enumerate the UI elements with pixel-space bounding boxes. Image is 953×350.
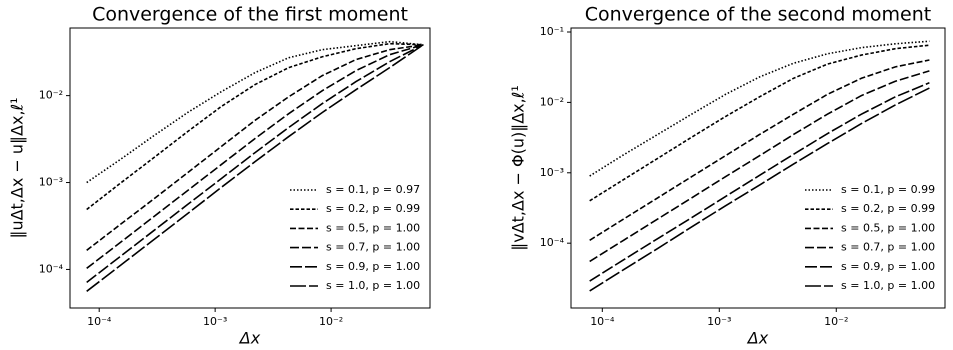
series-line (589, 70, 930, 263)
x-tick-label: 10⁻² (824, 315, 848, 328)
legend-label: s = 0.5, p = 1.00 (326, 221, 420, 234)
series-line (86, 42, 424, 211)
legend-label: s = 0.5, p = 1.00 (841, 221, 935, 234)
legend-label: s = 1.0, p = 1.00 (841, 279, 935, 292)
y-tick-label: 10⁻¹ (540, 25, 564, 38)
y-tick-label: 10⁻⁴ (39, 262, 64, 275)
legend-label: s = 0.7, p = 1.00 (326, 241, 420, 254)
series-line (86, 44, 424, 284)
y-tick-label: 10⁻³ (39, 176, 63, 189)
chart-title: Convergence of the first moment (92, 4, 408, 26)
legend-label: s = 0.1, p = 0.99 (841, 183, 935, 196)
legend-label: s = 0.2, p = 0.99 (841, 202, 935, 215)
series-line (589, 59, 930, 241)
legend-label: s = 0.9, p = 1.00 (326, 260, 420, 273)
x-tick-label: 10⁻⁴ (590, 315, 615, 328)
y-tick-label: 10⁻³ (540, 166, 564, 179)
plot-frame (69, 27, 431, 309)
x-axis-label: Δx (746, 329, 769, 348)
x-axis-label: Δx (238, 329, 261, 348)
x-tick-label: 10⁻² (319, 315, 343, 328)
x-tick-label: 10⁻³ (707, 315, 731, 328)
series-line (86, 43, 424, 251)
series-line (589, 44, 930, 202)
series-line (589, 87, 930, 292)
y-axis-label: ‖uΔt,Δx − u‖Δx,ℓ¹ (8, 97, 27, 238)
legend-label: s = 0.2, p = 0.99 (326, 202, 420, 215)
legend-label: s = 1.0, p = 1.00 (326, 279, 420, 292)
series-line (589, 40, 930, 177)
plot-frame (570, 27, 946, 309)
chart-title: Convergence of the second moment (585, 4, 932, 26)
y-tick-label: 10⁻² (39, 89, 63, 102)
legend-label: s = 0.9, p = 1.00 (841, 260, 935, 273)
y-tick-label: 10⁻² (540, 95, 564, 108)
x-tick-label: 10⁻³ (203, 315, 227, 328)
series-line (86, 44, 424, 292)
y-tick-label: 10⁻⁴ (540, 236, 565, 249)
y-axis-label: ‖vΔt,Δx − Φ(u)‖Δx,ℓ¹ (509, 85, 528, 251)
series-line (86, 43, 424, 269)
legend-label: s = 0.7, p = 1.00 (841, 241, 935, 254)
x-tick-label: 10⁻⁴ (87, 315, 112, 328)
legend-label: s = 0.1, p = 0.97 (326, 183, 420, 196)
series-line (589, 82, 930, 282)
